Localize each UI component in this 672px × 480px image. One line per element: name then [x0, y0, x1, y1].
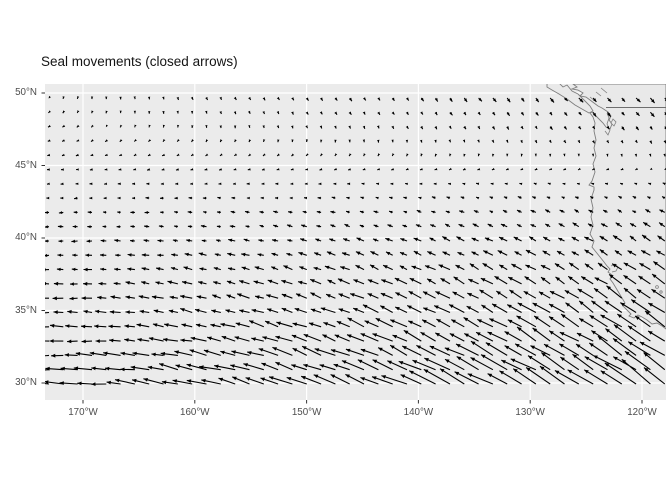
axis-ticks	[41, 92, 643, 404]
puget-island	[610, 118, 617, 127]
plot-panel	[45, 84, 666, 400]
x-axis-tick-label: 160°W	[180, 407, 210, 418]
y-axis-tick-label: 45°N	[15, 159, 37, 171]
lake	[655, 285, 659, 289]
chart-title: Seal movements (closed arrows)	[41, 54, 238, 69]
basemap	[546, 84, 666, 330]
x-axis-tick-label: 140°W	[403, 407, 434, 418]
mainland-coastline	[570, 84, 666, 330]
vancouver-island	[546, 84, 594, 114]
seal-movement-arrows	[45, 95, 666, 386]
fjord-line	[595, 91, 602, 97]
x-axis-tick-label: 170°W	[68, 407, 98, 418]
y-axis-tick-label: 30°N	[15, 377, 37, 388]
fjord-line	[600, 87, 608, 94]
x-axis-tick-label: 150°W	[291, 407, 322, 418]
y-axis-tick-label: 40°N	[15, 232, 37, 243]
x-axis-tick-label: 130°W	[515, 407, 545, 418]
y-axis-tick-label: 50°N	[15, 87, 37, 98]
x-axis-tick-label: 120°W	[627, 407, 657, 418]
lake	[659, 290, 663, 294]
y-axis-tick-label: 35°N	[15, 304, 37, 316]
